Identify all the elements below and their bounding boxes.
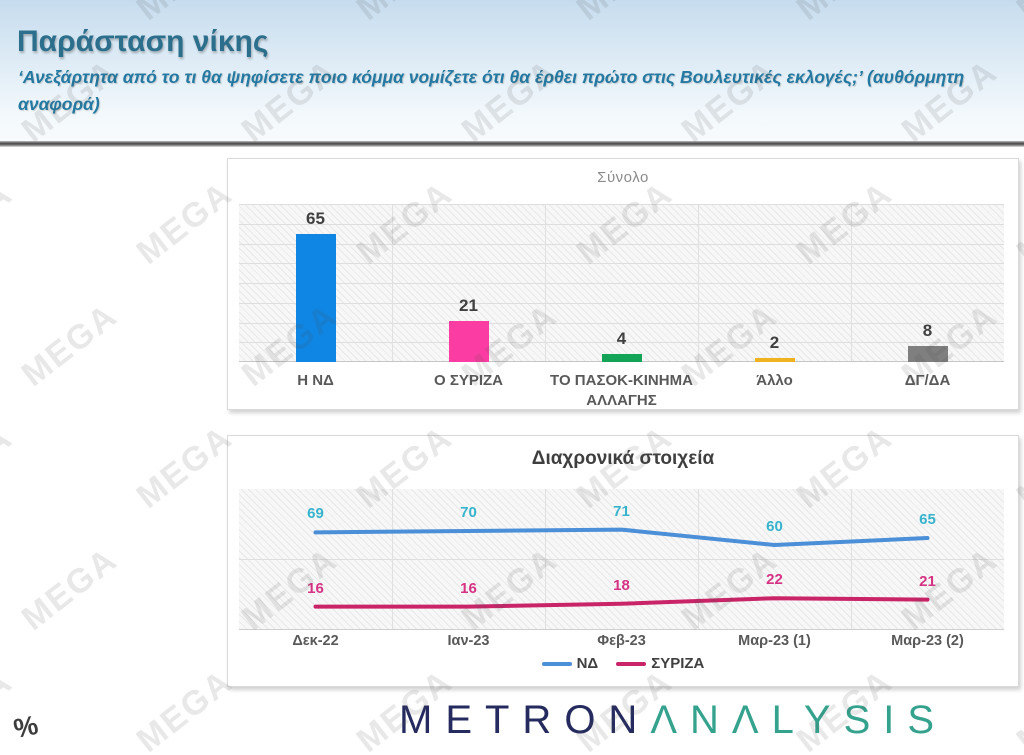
point-label: 70 [460,504,477,521]
legend-label: ΣΥΡΙΖΑ [651,655,705,672]
mega-watermark: MEGA [129,418,240,516]
gridline [239,243,1004,245]
mega-watermark: MEGA [0,418,20,516]
bar-value-label: 8 [922,321,933,341]
gridline [239,302,1004,304]
bar-chart-x-axis: Η ΝΔ Ο ΣΥΡΙΖΑ ΤΟ ΠΑΣΟΚ-ΚΙΝΗΜΑ ΑΛΛΑΓΗΣ Άλλο Δ… [239,371,1004,410]
gridline [851,204,852,362]
point-label: 21 [919,572,936,590]
line-chart-svg [313,527,930,609]
logo-metron-text: METRON [399,698,651,742]
page-subtitle: ‘Ανεξάρτητα από το τι θα ψηφίσετε ποιο κ… [18,67,965,115]
series-line-ΝΔ [313,527,930,547]
bar [448,320,489,362]
line-chart-x-axis: Δεκ-22 Ιαν-23 Φεβ-23 Μαρ-23 (1) Μαρ-23 (2) [239,633,1004,649]
line-chart-plot: 69 70 71 60 65 16 16 18 22 21 [239,489,1004,630]
line-chart-legend: ΝΔ ΣΥΡΙΖΑ [228,655,1018,672]
line-x-label: Δεκ-22 [292,633,339,649]
bar [754,358,795,362]
gridline [239,559,1004,560]
line-x-label: Μαρ-23 (1) [738,633,811,649]
bar-x-label: ΔΓ/ΔΑ [904,372,951,389]
gridline [392,489,393,629]
bar-x-label: Η ΝΔ [297,372,334,389]
bar [295,233,336,362]
gridline [392,204,393,362]
point-label: 22 [766,571,783,589]
legend-line-swatch [541,661,572,666]
point-label: 69 [307,505,324,523]
line-x-label: Ιαν-23 [447,633,490,649]
page-title: Παράσταση νίκης [17,25,269,58]
point-label: 71 [613,502,630,520]
gridline [239,223,1004,225]
bar-chart-plot: 65 21 4 2 8 [239,204,1004,362]
point-label: 16 [307,579,324,597]
bar [907,346,948,362]
bar-value-label: 65 [306,208,325,228]
line-chart-title: Διαχρονικά στοιχεία [531,448,715,469]
gridline [698,489,699,629]
percent-axis-label: % [11,709,41,745]
bar [601,354,642,362]
gridline [239,204,1004,205]
bar-x-label: Ο ΣΥΡΙΖΑ [433,372,503,389]
point-label: 65 [919,511,936,528]
gridline [851,489,852,629]
bar-x-label: Άλλο [756,372,793,389]
mega-watermark: MEGA [14,540,125,638]
bar-x-label: ΤΟ ΠΑΣΟΚ-ΚΙΝΗΜΑ ΑΛΛΑΓΗΣ [550,372,693,409]
gridline [239,263,1004,265]
header-divider [0,141,1024,147]
legend-item: ΝΔ [541,655,599,672]
header: Παράσταση νίκης ‘Ανεξάρτητα από το τι θα… [0,0,1024,141]
bar-value-label: 2 [769,333,780,353]
bar-chart-title: Σύνολο [597,169,649,186]
mega-watermark: MEGA [129,662,240,755]
bar-value-label: 4 [616,329,627,349]
point-label: 16 [460,579,477,597]
legend-line-swatch [616,661,647,666]
gridline [545,489,546,629]
legend-label: ΝΔ [576,655,599,672]
mega-watermark: MEGA [129,174,240,272]
bar-value-label: 21 [459,295,478,315]
logo-analysis-text: ΛNΛLYSIS [650,698,948,742]
gridline [545,204,546,362]
gridline [239,342,1004,344]
mega-watermark: MEGA [0,174,20,272]
gridline [698,204,699,362]
point-label: 18 [613,576,630,594]
gridline [239,283,1004,284]
line-chart-panel: Διαχρονικά στοιχεία 69 70 71 60 65 16 16 18 22 21… [227,435,1019,687]
bar-chart-panel: Σύνολο 65 21 4 2 8 Η ΝΔ Ο ΣΥΡΙΖΑ ΤΟ ΠΑΣΟΚ-ΚΙΝΗ… [227,158,1019,410]
point-label: 60 [766,518,783,535]
legend-item: ΣΥΡΙΖΑ [616,655,704,672]
series-line-ΣΥΡΙΖΑ [313,596,930,609]
gridline [239,322,1004,324]
metron-analysis-logo: METRONΛNΛLYSIS [399,698,947,743]
mega-watermark: MEGA [14,296,125,394]
line-x-label: Μαρ-23 (2) [891,633,964,649]
line-x-label: Φεβ-23 [597,633,646,649]
